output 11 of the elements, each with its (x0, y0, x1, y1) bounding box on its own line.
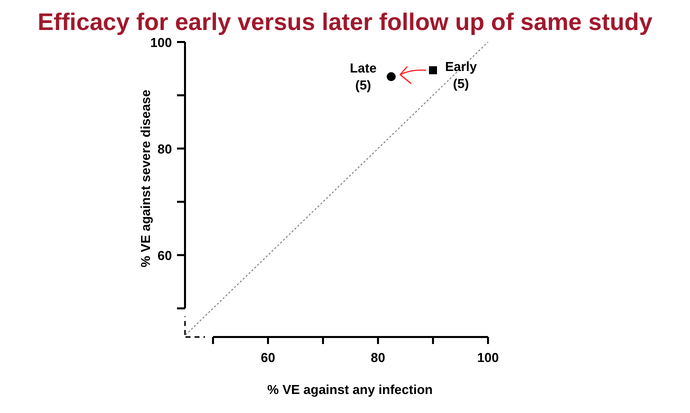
y-tick-label: 100 (150, 35, 172, 50)
annotation: Early (5) (445, 59, 478, 92)
y-axis-title: % VE against severe disease (138, 90, 153, 268)
annotation: Late (5) (350, 60, 377, 93)
x-tick-label: 80 (370, 350, 386, 365)
y-tick-label: 80 (158, 142, 172, 157)
chart-title: Efficacy for early versus later follow up of same study (38, 9, 654, 36)
y-tick-label: 60 (158, 248, 172, 264)
x-axis-title: % VE against any infection (267, 382, 433, 397)
x-tick-label: 100 (477, 350, 499, 365)
x-tick-label: 60 (260, 350, 276, 365)
